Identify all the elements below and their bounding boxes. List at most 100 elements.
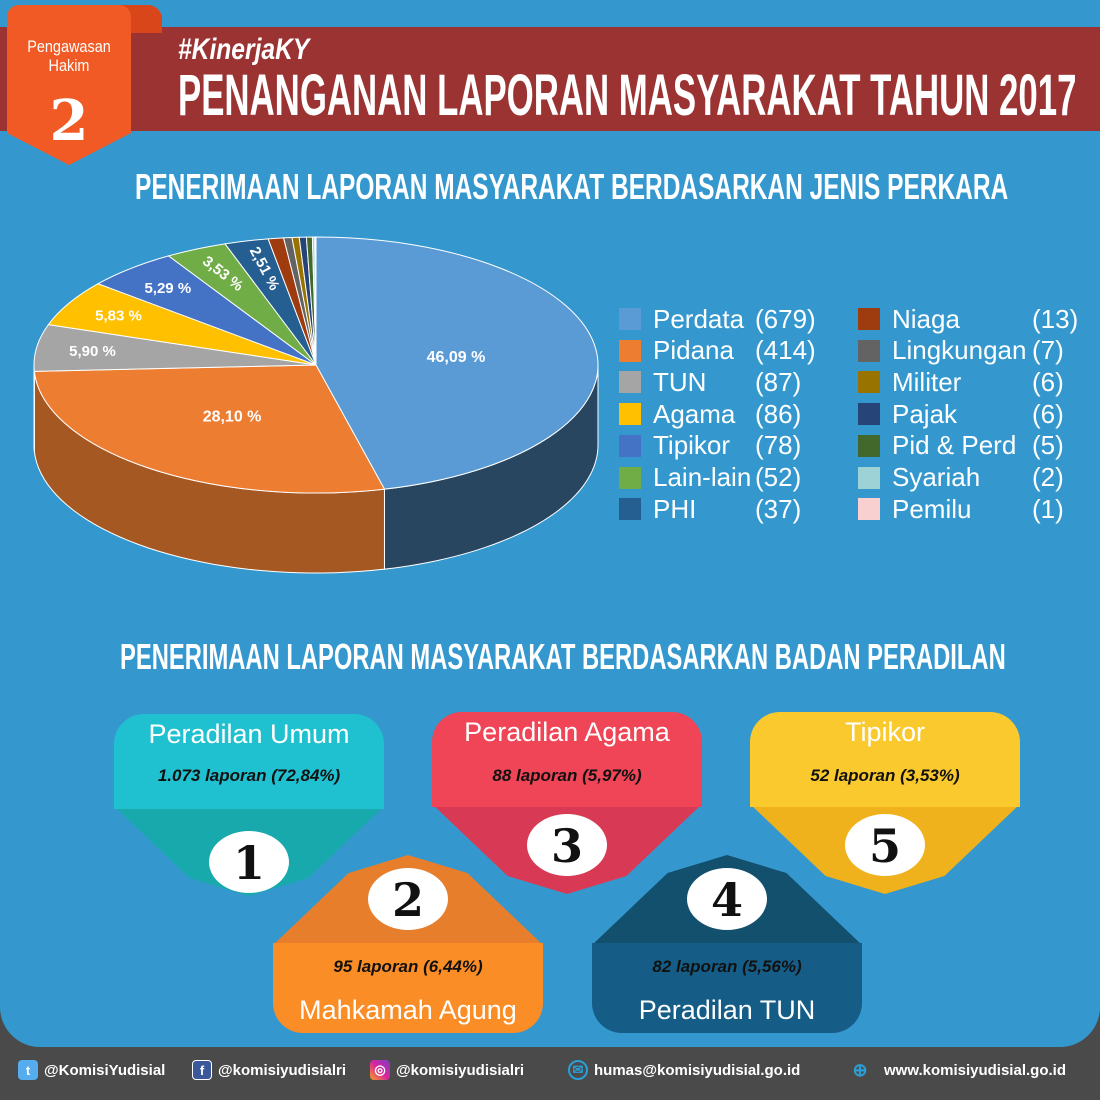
ribbon-number: 2 <box>49 88 89 154</box>
legend-label: Pajak <box>892 398 958 429</box>
card-header <box>114 714 384 809</box>
twitter-handle: @KomisiYudisial <box>44 1061 166 1079</box>
legend-count: (78) <box>755 430 802 461</box>
legend-label: Pid & Perd <box>892 430 1017 461</box>
section-title-case-type: PENERIMAAN LAPORAN MASYARAKAT BERDASARKA… <box>135 166 1009 207</box>
card-value: 82 laporan (5,56%) <box>652 957 802 976</box>
ribbon-line1: Pengawasan <box>27 37 111 56</box>
legend-count: (6) <box>1032 366 1064 397</box>
legend-count: (52) <box>755 462 802 492</box>
email-link[interactable]: ✉ humas@komisiyudisial.go.id <box>568 1055 800 1085</box>
card-value: 52 laporan (3,53%) <box>810 766 960 785</box>
facebook-handle: @komisiyudisialri <box>218 1061 347 1079</box>
facebook-icon: f <box>192 1060 212 1080</box>
legend-swatch <box>619 466 641 489</box>
legend-swatch <box>858 498 880 521</box>
globe-icon: ⊕ <box>852 1059 868 1080</box>
legend-label: Perdata <box>653 303 745 334</box>
card-title: Tipikor <box>844 717 925 747</box>
legend-swatch <box>619 403 641 426</box>
legend-item: Perdata (679) <box>619 303 816 334</box>
legend-count: (13) <box>1032 303 1079 334</box>
legend-label: Tipikor <box>653 430 731 461</box>
legend-label: TUN <box>653 366 707 397</box>
instagram-handle: @komisiyudisialri <box>396 1061 525 1079</box>
header-banner <box>0 27 1100 131</box>
page-title: PENANGANAN LAPORAN MASYARAKAT TAHUN 2017 <box>178 63 1077 128</box>
website-url: www.komisiyudisial.go.id <box>884 1061 1066 1079</box>
card-header <box>750 712 1020 807</box>
legend-count: (87) <box>755 366 802 397</box>
legend-swatch <box>619 498 641 521</box>
pie-chart: 46,09 %28,10 %5,90 %5,83 %5,29 % 3,53 % 2,… <box>33 236 599 574</box>
legend-swatch <box>858 466 880 489</box>
legend-count: (37) <box>755 493 802 524</box>
section-title-court: PENERIMAAN LAPORAN MASYARAKAT BERDASARKA… <box>120 636 1006 677</box>
legend-item: Tipikor (78) <box>619 430 801 461</box>
footer: t @KomisiYudisial f @komisiyudisialri ◎ @ko… <box>0 1055 1100 1085</box>
card-number: 1 <box>209 831 289 893</box>
card-number: 4 <box>687 868 767 930</box>
legend-swatch <box>619 308 641 330</box>
legend-label: Pidana <box>653 335 734 366</box>
card-header <box>432 712 702 807</box>
legend-item: Agama (86) <box>619 398 801 429</box>
legend-item: Pidana (414) <box>619 335 816 366</box>
pie-data-label: 5,83 % <box>95 308 142 325</box>
mail-icon: ✉ <box>568 1060 588 1080</box>
legend-item: TUN (87) <box>619 366 801 397</box>
card-value: 88 laporan (5,97%) <box>492 766 642 785</box>
pie-slice-pidana <box>33 364 386 494</box>
email-address: humas@komisiyudisial.go.id <box>594 1061 801 1079</box>
legend-count: (5) <box>1032 430 1064 461</box>
legend-count: (7) <box>1032 335 1064 366</box>
legend-swatch <box>858 434 880 457</box>
pie-slice-perdata <box>315 236 599 490</box>
legend-count: (679) <box>755 303 816 334</box>
card-title: Mahkamah Agung <box>299 995 517 1025</box>
legend-item: Lingkungan (7) <box>858 335 1064 366</box>
card-number: 5 <box>845 814 925 876</box>
legend-item: Pajak (6) <box>858 398 1064 429</box>
legend-item: Pemilu (1) <box>858 493 1064 524</box>
card-number: 3 <box>527 814 607 876</box>
pie-data-label: 5,29 % <box>144 280 191 297</box>
pie-data-label: 28,10 % <box>203 408 262 425</box>
legend-label: Pemilu <box>892 493 972 524</box>
legend-label: Syariah <box>892 462 981 492</box>
instagram-icon: ◎ <box>370 1060 390 1080</box>
website-link[interactable]: ⊕ www.komisiyudisial.go.id <box>850 1055 1066 1085</box>
legend-label: Militer <box>892 366 962 397</box>
facebook-link[interactable]: f @komisiyudisialri <box>192 1055 346 1085</box>
card-title: Peradilan Umum <box>148 719 350 749</box>
legend-label: PHI <box>653 493 697 524</box>
legend-item: Niaga (13) <box>858 303 1078 334</box>
pie-data-label: 5,90 % <box>69 343 116 360</box>
twitter-link[interactable]: t @KomisiYudisial <box>18 1055 165 1085</box>
legend-swatch <box>858 403 880 426</box>
legend-label: Niaga <box>892 303 960 334</box>
card-value: 95 laporan (6,44%) <box>333 957 483 976</box>
card-footer <box>592 943 862 1033</box>
ribbon-line2: Hakim <box>48 56 90 75</box>
instagram-link[interactable]: ◎ @komisiyudisialri <box>370 1055 524 1085</box>
legend-count: (2) <box>1032 462 1064 492</box>
legend-label: Agama <box>653 398 736 429</box>
category-ribbon <box>7 5 131 165</box>
legend-item: Syariah (2) <box>858 462 1064 493</box>
legend-swatch <box>619 371 641 394</box>
pie-slice-pemilu <box>314 236 317 366</box>
card-footer <box>273 943 543 1033</box>
legend-item: PHI (37) <box>619 493 801 524</box>
legend-count: (6) <box>1032 398 1064 429</box>
legend-swatch <box>858 371 880 394</box>
twitter-icon: t <box>18 1060 38 1080</box>
legend-swatch <box>619 339 641 362</box>
card-value: 1.073 laporan (72,84%) <box>157 766 341 785</box>
pie-data-label: 46,09 % <box>427 349 486 366</box>
card-title: Peradilan TUN <box>638 995 816 1025</box>
legend-item: Lain-lain (52) <box>619 462 801 493</box>
legend-label: Lain-lain <box>653 462 752 492</box>
card-number: 2 <box>368 868 448 930</box>
legend-count: (86) <box>755 398 802 429</box>
